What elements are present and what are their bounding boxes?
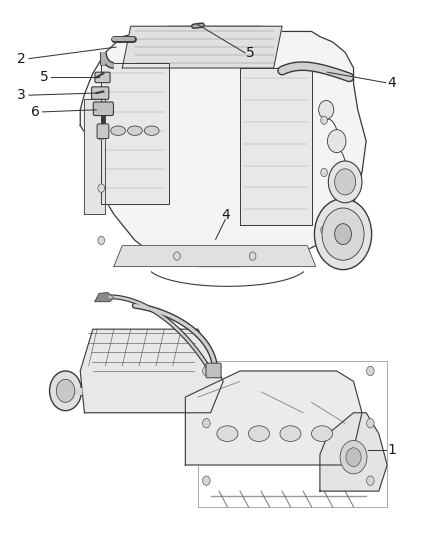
Ellipse shape bbox=[311, 426, 332, 441]
Circle shape bbox=[56, 379, 75, 402]
FancyBboxPatch shape bbox=[206, 363, 221, 378]
Circle shape bbox=[321, 168, 328, 176]
Circle shape bbox=[346, 448, 361, 466]
Circle shape bbox=[98, 236, 105, 245]
Polygon shape bbox=[85, 99, 106, 214]
Text: 4: 4 bbox=[221, 208, 230, 222]
Polygon shape bbox=[185, 371, 362, 465]
Polygon shape bbox=[95, 293, 114, 302]
Circle shape bbox=[322, 208, 364, 260]
Polygon shape bbox=[101, 63, 169, 204]
Ellipse shape bbox=[111, 126, 125, 135]
Text: 5: 5 bbox=[246, 46, 255, 60]
Circle shape bbox=[367, 366, 374, 376]
FancyBboxPatch shape bbox=[95, 72, 110, 83]
Ellipse shape bbox=[127, 126, 142, 135]
Circle shape bbox=[328, 161, 362, 203]
Ellipse shape bbox=[217, 426, 238, 441]
Text: 1: 1 bbox=[387, 443, 396, 457]
Ellipse shape bbox=[145, 126, 159, 135]
Circle shape bbox=[321, 116, 328, 124]
Polygon shape bbox=[80, 26, 366, 266]
Circle shape bbox=[98, 184, 105, 192]
Circle shape bbox=[335, 169, 356, 195]
Polygon shape bbox=[122, 26, 282, 68]
Circle shape bbox=[319, 100, 334, 119]
Ellipse shape bbox=[280, 426, 301, 441]
FancyBboxPatch shape bbox=[97, 124, 109, 139]
Text: 6: 6 bbox=[32, 105, 40, 119]
Circle shape bbox=[340, 440, 367, 474]
Polygon shape bbox=[114, 246, 316, 266]
Polygon shape bbox=[320, 413, 387, 491]
FancyBboxPatch shape bbox=[92, 87, 109, 99]
Ellipse shape bbox=[248, 426, 269, 441]
Circle shape bbox=[203, 476, 210, 486]
Circle shape bbox=[249, 252, 256, 260]
Circle shape bbox=[367, 418, 374, 428]
Circle shape bbox=[203, 418, 210, 428]
Text: 2: 2 bbox=[17, 52, 25, 66]
Circle shape bbox=[367, 476, 374, 486]
Polygon shape bbox=[80, 329, 223, 413]
Text: 5: 5 bbox=[40, 70, 49, 84]
Circle shape bbox=[314, 199, 371, 270]
Circle shape bbox=[49, 371, 81, 410]
Circle shape bbox=[98, 132, 105, 140]
Circle shape bbox=[203, 366, 210, 376]
Text: 3: 3 bbox=[17, 88, 25, 102]
Circle shape bbox=[335, 224, 351, 245]
Circle shape bbox=[173, 252, 180, 260]
Circle shape bbox=[321, 226, 328, 234]
Text: 4: 4 bbox=[387, 76, 396, 90]
FancyBboxPatch shape bbox=[93, 102, 113, 116]
Polygon shape bbox=[240, 68, 311, 225]
Circle shape bbox=[328, 130, 346, 152]
